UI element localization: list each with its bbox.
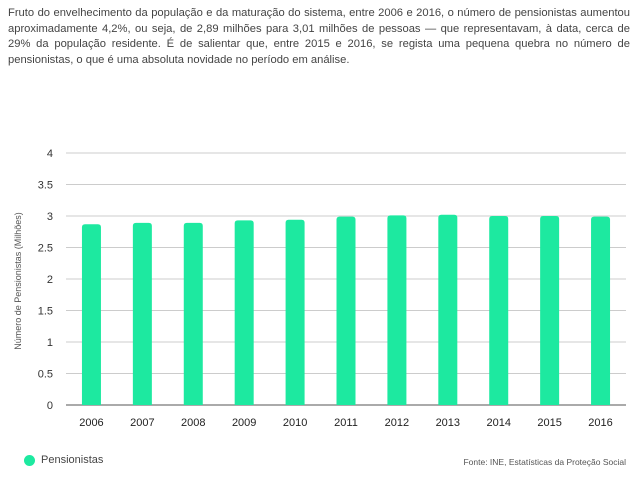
x-tick-label: 2014 [486,417,510,429]
y-tick-label: 1.5 [38,306,53,318]
bar-2016 [591,216,611,405]
x-tick-label: 2010 [283,417,307,429]
y-tick-label: 4 [47,148,53,160]
y-tick-label: 3.5 [38,180,53,192]
bar-2015 [540,216,560,405]
bar-2010 [285,219,305,405]
bar-2009 [234,220,254,405]
legend-label: Pensionistas [41,454,104,466]
x-tick-label: 2008 [181,417,205,429]
intro-paragraph: Fruto do envelhecimento da população e d… [8,7,630,66]
x-tick-label: 2011 [334,417,358,429]
x-tick-label: 2016 [588,417,612,429]
x-tick-label: 2012 [385,417,409,429]
bar-2012 [387,215,407,405]
y-tick-label: 0.5 [38,369,53,381]
y-tick-label: 1 [47,337,53,349]
x-tick-label: 2015 [537,417,561,429]
y-tick-label: 2.5 [38,243,53,255]
source-note: Fonte: INE, Estatísticas da Proteção Soc… [463,457,626,467]
x-tick-label: 2013 [436,417,460,429]
bar-2014 [489,216,509,405]
legend: Pensionistas [24,454,103,466]
bar-2013 [438,214,458,405]
y-tick-label: 0 [47,400,53,412]
y-axis-label: Número de Pensionistas (Milhões) [13,212,23,350]
bar-2007 [132,222,152,405]
x-tick-label: 2009 [232,417,256,429]
y-tick-label: 2 [47,274,53,286]
bar-2008 [183,222,203,405]
y-tick-label: 3 [47,211,53,223]
x-tick-label: 2006 [79,417,103,429]
bar-2011 [336,216,356,405]
legend-swatch [24,454,35,466]
bar-2006 [81,224,101,405]
x-tick-label: 2007 [130,417,154,429]
